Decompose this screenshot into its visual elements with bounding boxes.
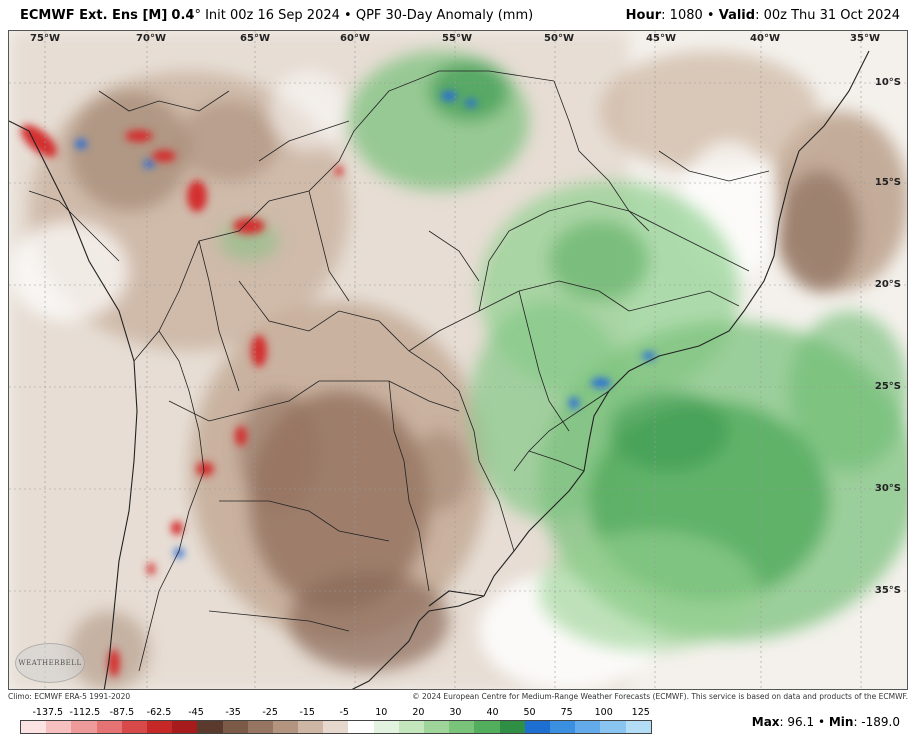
model-name: ECMWF Ext. Ens [M] <box>20 8 168 23</box>
colorbar-tick-label: -137.5 <box>32 707 64 718</box>
hour-label: Hour <box>625 8 662 23</box>
degree-symbol: ° <box>194 8 201 23</box>
colorbar-tick-label: -87.5 <box>109 707 135 718</box>
model-resolution: 0.4 <box>171 8 195 23</box>
min-value: : -189.0 <box>853 715 900 729</box>
lat-label-10s: 10°S <box>874 77 901 88</box>
lon-label-40w: 40°W <box>750 33 780 44</box>
colorbar-tick-label: 20 <box>412 707 425 718</box>
colorbar-swatch <box>600 721 626 733</box>
colorbar-swatch <box>348 721 374 733</box>
colorbar-swatch <box>474 721 500 733</box>
colorbar-swatch <box>625 721 651 733</box>
colorbar-tick-label: 30 <box>449 707 462 718</box>
colorbar-tick-label: -62.5 <box>146 707 172 718</box>
colorbar-tick-label: 10 <box>375 707 388 718</box>
colorbar-tick-label: 75 <box>560 707 573 718</box>
coastlines <box>9 50 870 689</box>
init-time: Init 00z 16 Sep 2024 <box>205 8 340 23</box>
colorbar-swatch <box>21 721 47 733</box>
lat-label-15s: 15°S <box>874 177 901 188</box>
max-label: Max <box>751 715 780 729</box>
product-name: QPF 30-Day Anomaly (mm) <box>355 8 534 23</box>
lon-label-45w: 45°W <box>646 33 676 44</box>
colorbar <box>20 720 652 734</box>
lat-label-20s: 20°S <box>874 279 901 290</box>
lat-label-35s: 35°S <box>874 585 901 596</box>
colorbar-swatch <box>398 721 424 733</box>
lon-label-35w: 35°W <box>850 33 880 44</box>
colorbar-swatch <box>499 721 525 733</box>
colorbar-swatch <box>222 721 248 733</box>
map-title: ECMWF Ext. Ens [M] 0.4° Init 00z 16 Sep … <box>20 8 533 23</box>
colorbar-swatch <box>247 721 273 733</box>
colorbar-swatch <box>121 721 147 733</box>
colorbar-swatch <box>96 721 122 733</box>
colorbar-tick-label: -25 <box>262 707 278 718</box>
bullet-separator-2: • <box>706 8 715 23</box>
valid-label: Valid <box>718 8 756 23</box>
anomaly-map: 75°W 70°W 65°W 60°W 55°W 50°W 45°W 40°W … <box>8 30 908 690</box>
colorbar-swatch <box>575 721 601 733</box>
colorbar-tick-label: -45 <box>188 707 204 718</box>
colorbar-swatch <box>524 721 550 733</box>
colorbar-swatch <box>46 721 72 733</box>
dry-anomaly-dark-field <box>69 91 859 689</box>
max-min-stats: Max: 96.1 • Min: -189.0 <box>752 715 900 729</box>
colorbar-swatch <box>424 721 450 733</box>
colorbar-tick-label: -5 <box>339 707 349 718</box>
colorbar-tick-label: 40 <box>486 707 499 718</box>
colorbar-swatch <box>298 721 324 733</box>
lon-label-75w: 75°W <box>30 33 60 44</box>
wet-anomaly-field <box>219 51 907 651</box>
colorbar-tick-label: -15 <box>299 707 315 718</box>
logo-text: WEATHERBELL <box>18 659 82 667</box>
colorbar-tick-label: 50 <box>523 707 536 718</box>
colorbar-swatch <box>272 721 299 733</box>
lat-label-30s: 30°S <box>874 483 901 494</box>
colorbar-labels: -137.5 -112.5 -87.5 -62.5 -45 -35 -25 -15 -5 10 20… <box>20 707 652 719</box>
weatherbell-logo: WEATHERBELL <box>15 643 85 683</box>
colorbar-tick-label: 125 <box>631 707 650 718</box>
colorbar-tick-label: 100 <box>594 707 613 718</box>
lon-label-70w: 70°W <box>136 33 166 44</box>
colorbar-swatch <box>449 721 475 733</box>
colorbar-tick-label: -35 <box>225 707 241 718</box>
colorbar-swatch <box>197 721 223 733</box>
lon-label-55w: 55°W <box>442 33 472 44</box>
colorbar-swatch <box>172 721 198 733</box>
lon-label-65w: 65°W <box>240 33 270 44</box>
valid-time-info: Hour: 1080 • Valid: 00z Thu 31 Oct 2024 <box>626 8 900 23</box>
max-value: : 96.1 <box>779 715 815 729</box>
lat-label-25s: 25°S <box>874 381 901 392</box>
map-header: ECMWF Ext. Ens [M] 0.4° Init 00z 16 Sep … <box>0 0 914 30</box>
lon-label-60w: 60°W <box>340 33 370 44</box>
min-label: Min <box>828 715 854 729</box>
borders <box>28 70 770 672</box>
hour-value: : 1080 <box>661 8 703 23</box>
bullet-separator-3: • <box>817 715 826 729</box>
bullet-separator: • <box>344 8 352 23</box>
colorbar-swatch <box>373 721 399 733</box>
map-canvas <box>9 31 907 689</box>
colorbar-swatch <box>146 721 173 733</box>
extreme-wet-spots <box>75 91 656 558</box>
lon-label-50w: 50°W <box>544 33 574 44</box>
copyright-note: © 2024 European Centre for Medium-Range … <box>412 692 908 701</box>
colorbar-swatch <box>549 721 576 733</box>
colorbar-swatch <box>71 721 97 733</box>
valid-value: : 00z Thu 31 Oct 2024 <box>755 8 900 23</box>
colorbar-tick-label: -112.5 <box>69 707 101 718</box>
colorbar-swatch <box>323 721 349 733</box>
climo-note: Climo: ECMWF ERA-5 1991-2020 <box>8 692 131 701</box>
